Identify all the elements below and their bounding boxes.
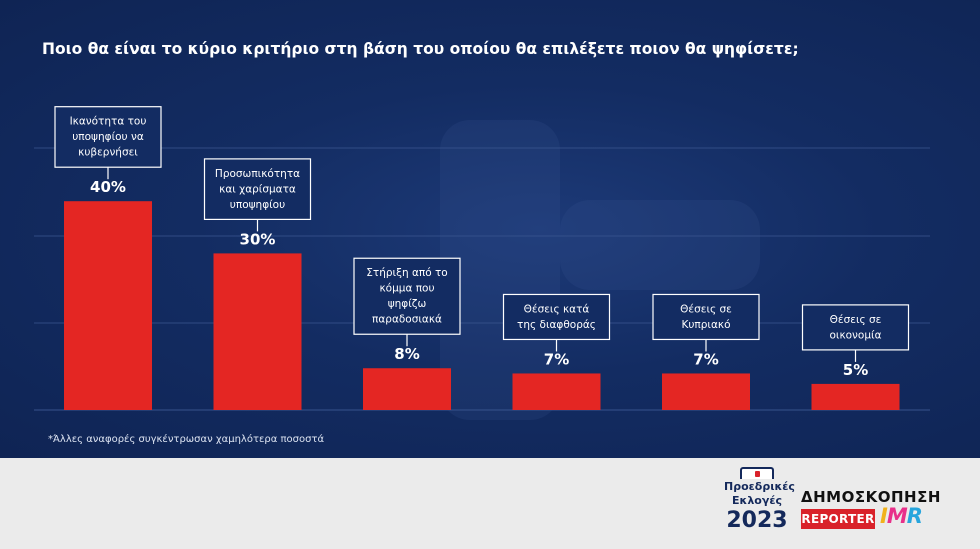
value-label: 7% [544, 350, 569, 368]
value-label: 40% [90, 178, 126, 196]
category-label-box [801, 304, 910, 351]
category-label: Ικανότητα του [70, 116, 147, 128]
category-label: και χαρίσματα [219, 183, 296, 195]
category-label: Προσωπικότητα [215, 168, 300, 180]
bar-chart: 40% Ικανότητα του υποψηφίου να κυβερνήσει 30… [34, 106, 930, 411]
category-label: υποψηφίου να [72, 131, 144, 143]
footer-bar [0, 458, 980, 549]
ballot-box-icon [740, 467, 774, 479]
category-label-box [502, 293, 611, 341]
bar [512, 373, 601, 410]
reporter-logo: REPORTER [801, 509, 875, 529]
category-label: Θέσεις σε [680, 303, 732, 315]
category-label-box [54, 106, 162, 168]
logo-line-1: Προεδρικές [724, 480, 795, 493]
bar [213, 253, 302, 410]
category-label: Θέσεις κατά [524, 303, 590, 315]
logo-year: 2023 [726, 508, 788, 533]
imr-logo: IMR [880, 504, 923, 528]
logo-line-2: Εκλογές [732, 494, 782, 507]
category-label-box [203, 158, 312, 220]
category-label: κόμμα που [379, 283, 434, 295]
poll-heading: ΔΗΜΟΣΚΟΠΗΣΗ [801, 488, 941, 506]
category-label: οικονομία [829, 329, 881, 341]
bar [811, 383, 900, 410]
category-label: κυβερνήσει [78, 147, 138, 159]
category-label: παραδοσιακά [372, 314, 442, 326]
category-label-box [652, 293, 760, 341]
category-label: υποψηφίου [230, 199, 285, 211]
bar [64, 201, 152, 410]
category-label: Στήριξη από το [366, 267, 447, 279]
elections-2023-logo: Προεδρικές Εκλογές 2023 [724, 467, 795, 543]
chart-title: Ποιο θα είναι το κύριο κριτήριο στη βάση… [42, 40, 799, 58]
footnote: *Άλλες αναφορές συγκέντρωσαν χαμηλότερα … [48, 434, 325, 445]
category-label: Κυπριακό [681, 319, 730, 331]
chart-panel: Ποιο θα είναι το κύριο κριτήριο στη βάση… [0, 0, 980, 458]
value-label: 8% [394, 345, 419, 363]
bar [363, 368, 451, 410]
value-label: 5% [843, 361, 868, 379]
bar [662, 373, 750, 410]
category-label: της διαφθοράς [517, 319, 596, 331]
background-figure [560, 200, 760, 290]
value-label: 7% [693, 350, 718, 368]
category-label: ψηφίζω [388, 298, 427, 310]
category-label: Θέσεις σε [830, 314, 882, 326]
category-label-box [353, 257, 461, 335]
value-label: 30% [240, 230, 276, 248]
